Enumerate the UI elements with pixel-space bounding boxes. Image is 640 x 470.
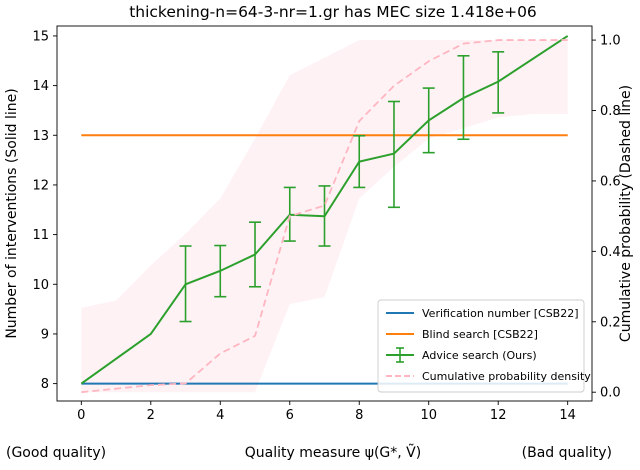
y2-tick-label: 1.0 bbox=[600, 34, 621, 49]
x-tick-label: 2 bbox=[147, 408, 155, 423]
y-tick-label: 14 bbox=[32, 79, 49, 94]
plot-frame bbox=[56, 25, 593, 402]
series-line-3 bbox=[81, 39, 568, 394]
legend-box bbox=[377, 299, 585, 393]
y2-tick-label: 0.2 bbox=[600, 315, 621, 330]
x-tick-label: 8 bbox=[355, 408, 363, 423]
legend-label-2: Advice search (Ours) bbox=[422, 349, 537, 362]
y-tick-label: 8 bbox=[41, 377, 49, 392]
x-tick-label: 0 bbox=[77, 408, 85, 423]
y-tick-label: 12 bbox=[32, 178, 49, 193]
y-axis-label: Number of interventions (Solid line) bbox=[4, 88, 20, 338]
x-note-good-quality: (Good quality) bbox=[6, 445, 106, 461]
y2-axis-label: Cumulative probability (Dashed line) bbox=[618, 85, 634, 342]
y-tick-label: 10 bbox=[32, 278, 49, 293]
y-tick-label: 15 bbox=[32, 29, 49, 44]
series-layer bbox=[80, 35, 569, 394]
legend-label-3: Cumulative probability density bbox=[422, 370, 591, 383]
legend: Verification number [CSB22] Blind search … bbox=[377, 299, 591, 393]
x-tick-label: 12 bbox=[490, 408, 507, 423]
x-tick-label: 14 bbox=[559, 408, 576, 423]
chart-title: thickening-n=64-3-nr=1.gr has MEC size 1… bbox=[129, 3, 537, 21]
legend-label-0: Verification number [CSB22] bbox=[422, 307, 579, 320]
y-tick-label: 9 bbox=[41, 327, 49, 342]
x-tick-label: 10 bbox=[420, 408, 437, 423]
y-tick-label: 11 bbox=[32, 228, 49, 243]
y2-tick-label: 0.8 bbox=[600, 104, 621, 119]
x-tick-label: 6 bbox=[286, 408, 294, 423]
x-tick-label: 4 bbox=[216, 408, 224, 423]
y2-tick-label: 0.4 bbox=[600, 245, 621, 260]
x-axis-label: Quality measure ψ(G*, Ṽ) bbox=[245, 444, 421, 461]
x-note-bad-quality: (Bad quality) bbox=[522, 445, 612, 461]
y2-tick-label: 0.0 bbox=[600, 386, 621, 401]
legend-label-1: Blind search [CSB22] bbox=[422, 328, 538, 341]
y-tick-label: 13 bbox=[32, 129, 49, 144]
y2-tick-label: 0.6 bbox=[600, 174, 621, 189]
tick-layer: 0 2 4 6 8 10 12 14 8 9 10 11 12 13 14 15 0.0 0.2 0.4 0.6 0.8… bbox=[32, 29, 620, 423]
